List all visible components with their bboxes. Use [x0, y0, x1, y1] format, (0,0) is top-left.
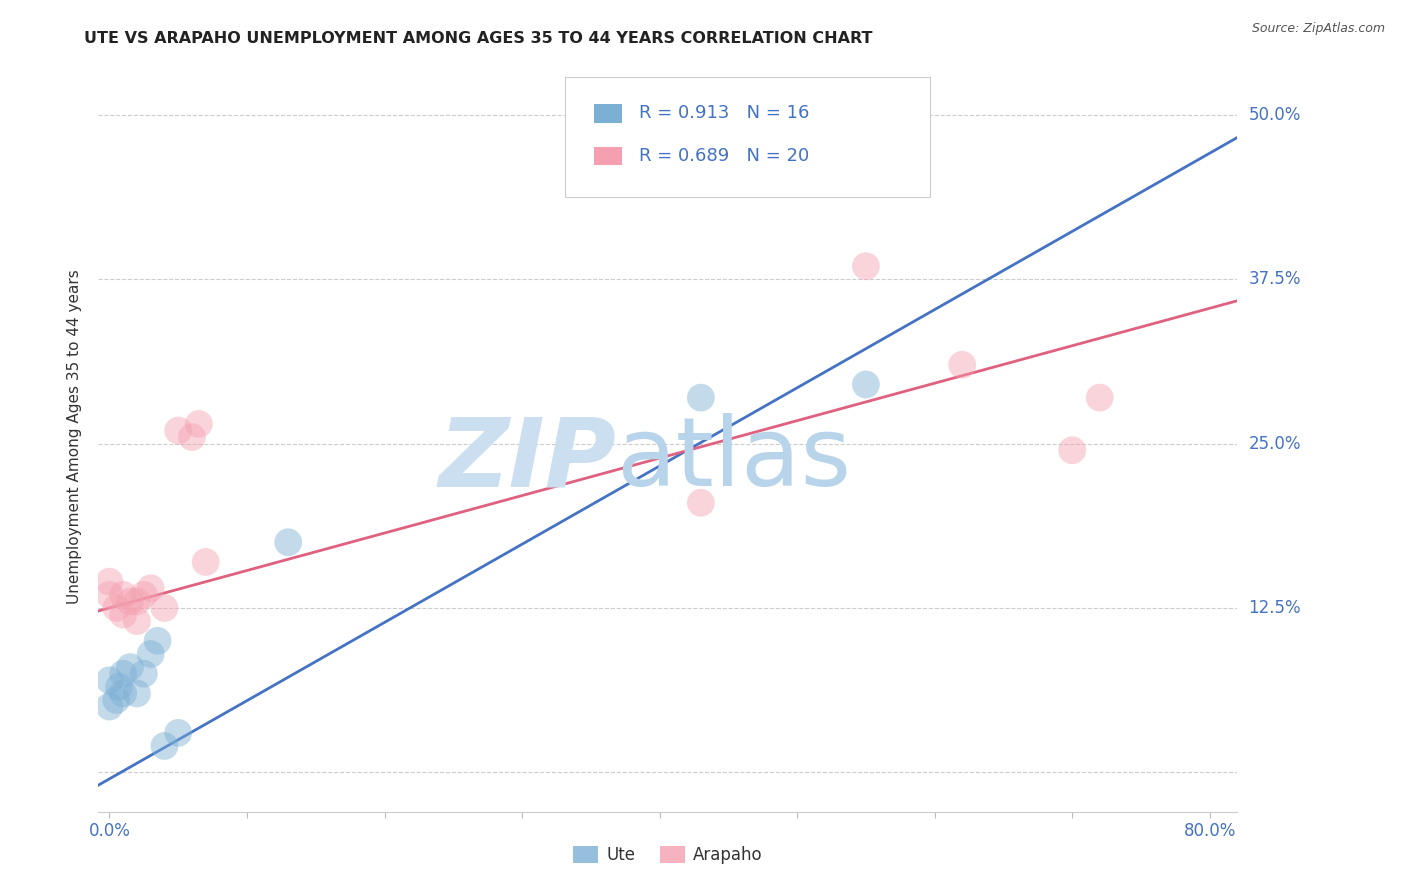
Point — [98, 588, 121, 602]
Text: UTE VS ARAPAHO UNEMPLOYMENT AMONG AGES 35 TO 44 YEARS CORRELATION CHART: UTE VS ARAPAHO UNEMPLOYMENT AMONG AGES 3… — [84, 31, 873, 46]
Point — [950, 358, 973, 372]
Point — [167, 726, 190, 740]
Point — [120, 660, 141, 674]
Point — [146, 633, 169, 648]
Point — [153, 739, 176, 753]
FancyBboxPatch shape — [593, 146, 623, 165]
Point — [112, 607, 135, 622]
Point — [105, 601, 128, 615]
Point — [125, 614, 148, 628]
Text: atlas: atlas — [617, 413, 852, 506]
Point — [277, 535, 299, 549]
Point — [194, 555, 217, 569]
Text: 50.0%: 50.0% — [1249, 106, 1301, 124]
Point — [855, 259, 877, 273]
Point — [153, 601, 176, 615]
Text: R = 0.913   N = 16: R = 0.913 N = 16 — [640, 104, 810, 122]
Point — [120, 594, 141, 608]
Point — [112, 686, 135, 700]
Point — [125, 686, 148, 700]
Point — [125, 594, 148, 608]
Point — [181, 430, 204, 444]
Text: ZIP: ZIP — [439, 413, 617, 506]
Point — [689, 496, 711, 510]
Point — [98, 673, 121, 688]
Point — [187, 417, 209, 431]
Point — [855, 377, 877, 392]
Point — [1088, 391, 1111, 405]
Text: 12.5%: 12.5% — [1249, 599, 1301, 617]
Legend: Ute, Arapaho: Ute, Arapaho — [567, 839, 769, 871]
Point — [98, 699, 121, 714]
Point — [108, 680, 131, 694]
Point — [689, 391, 711, 405]
Point — [132, 666, 155, 681]
Point — [139, 647, 162, 661]
Text: 25.0%: 25.0% — [1249, 434, 1301, 452]
Point — [132, 588, 155, 602]
Y-axis label: Unemployment Among Ages 35 to 44 years: Unemployment Among Ages 35 to 44 years — [67, 269, 83, 605]
Point — [105, 693, 128, 707]
Point — [167, 424, 190, 438]
Point — [112, 588, 135, 602]
Point — [112, 666, 135, 681]
Point — [98, 574, 121, 589]
Text: R = 0.689   N = 20: R = 0.689 N = 20 — [640, 147, 810, 165]
Text: Source: ZipAtlas.com: Source: ZipAtlas.com — [1251, 22, 1385, 36]
Point — [139, 581, 162, 595]
FancyBboxPatch shape — [593, 104, 623, 123]
Text: 37.5%: 37.5% — [1249, 270, 1301, 288]
Point — [1062, 443, 1084, 458]
FancyBboxPatch shape — [565, 78, 929, 197]
